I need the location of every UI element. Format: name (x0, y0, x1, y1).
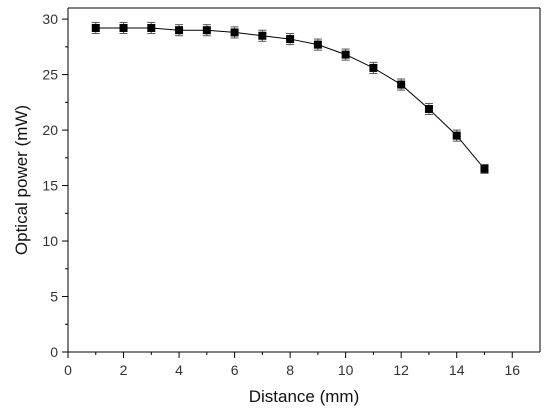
y-axis-title: Optical power (mW) (12, 105, 31, 255)
data-point (147, 23, 156, 32)
data-point (313, 40, 322, 49)
data-point (202, 26, 211, 35)
error-bars (91, 21, 489, 174)
x-tick-label: 10 (338, 362, 354, 378)
x-tick-label: 4 (175, 362, 183, 378)
x-tick-label: 6 (231, 362, 239, 378)
data-point (258, 31, 267, 40)
y-tick-label: 15 (42, 178, 58, 194)
data-point (230, 28, 239, 37)
x-tick-label: 12 (393, 362, 409, 378)
data-point (452, 131, 461, 140)
data-point (424, 104, 433, 113)
x-tick-label: 8 (286, 362, 294, 378)
x-axis-title: Distance (mm) (249, 387, 360, 406)
x-tick-label: 2 (120, 362, 128, 378)
x-axis-ticks: 0 2 4 6 8 10 12 14 16 (64, 352, 520, 378)
data-point (286, 35, 295, 44)
y-tick-label: 0 (50, 344, 58, 360)
data-points (91, 23, 489, 173)
data-point (341, 50, 350, 59)
data-point (119, 23, 128, 32)
x-tick-label: 0 (64, 362, 72, 378)
y-tick-label: 30 (42, 11, 58, 27)
x-tick-label: 16 (504, 362, 520, 378)
plot-frame (67, 7, 541, 353)
data-point (369, 63, 378, 72)
data-point (397, 80, 406, 89)
data-point (175, 26, 184, 35)
y-tick-label: 5 (50, 289, 58, 305)
x-tick-label: 14 (449, 362, 465, 378)
series-line (95, 27, 485, 170)
y-tick-label: 10 (42, 233, 58, 249)
y-tick-label: 25 (42, 67, 58, 83)
data-point (480, 164, 489, 173)
data-point (91, 23, 100, 32)
y-tick-label: 20 (42, 122, 58, 138)
y-axis-ticks: 0 5 10 15 20 25 30 (42, 11, 68, 360)
